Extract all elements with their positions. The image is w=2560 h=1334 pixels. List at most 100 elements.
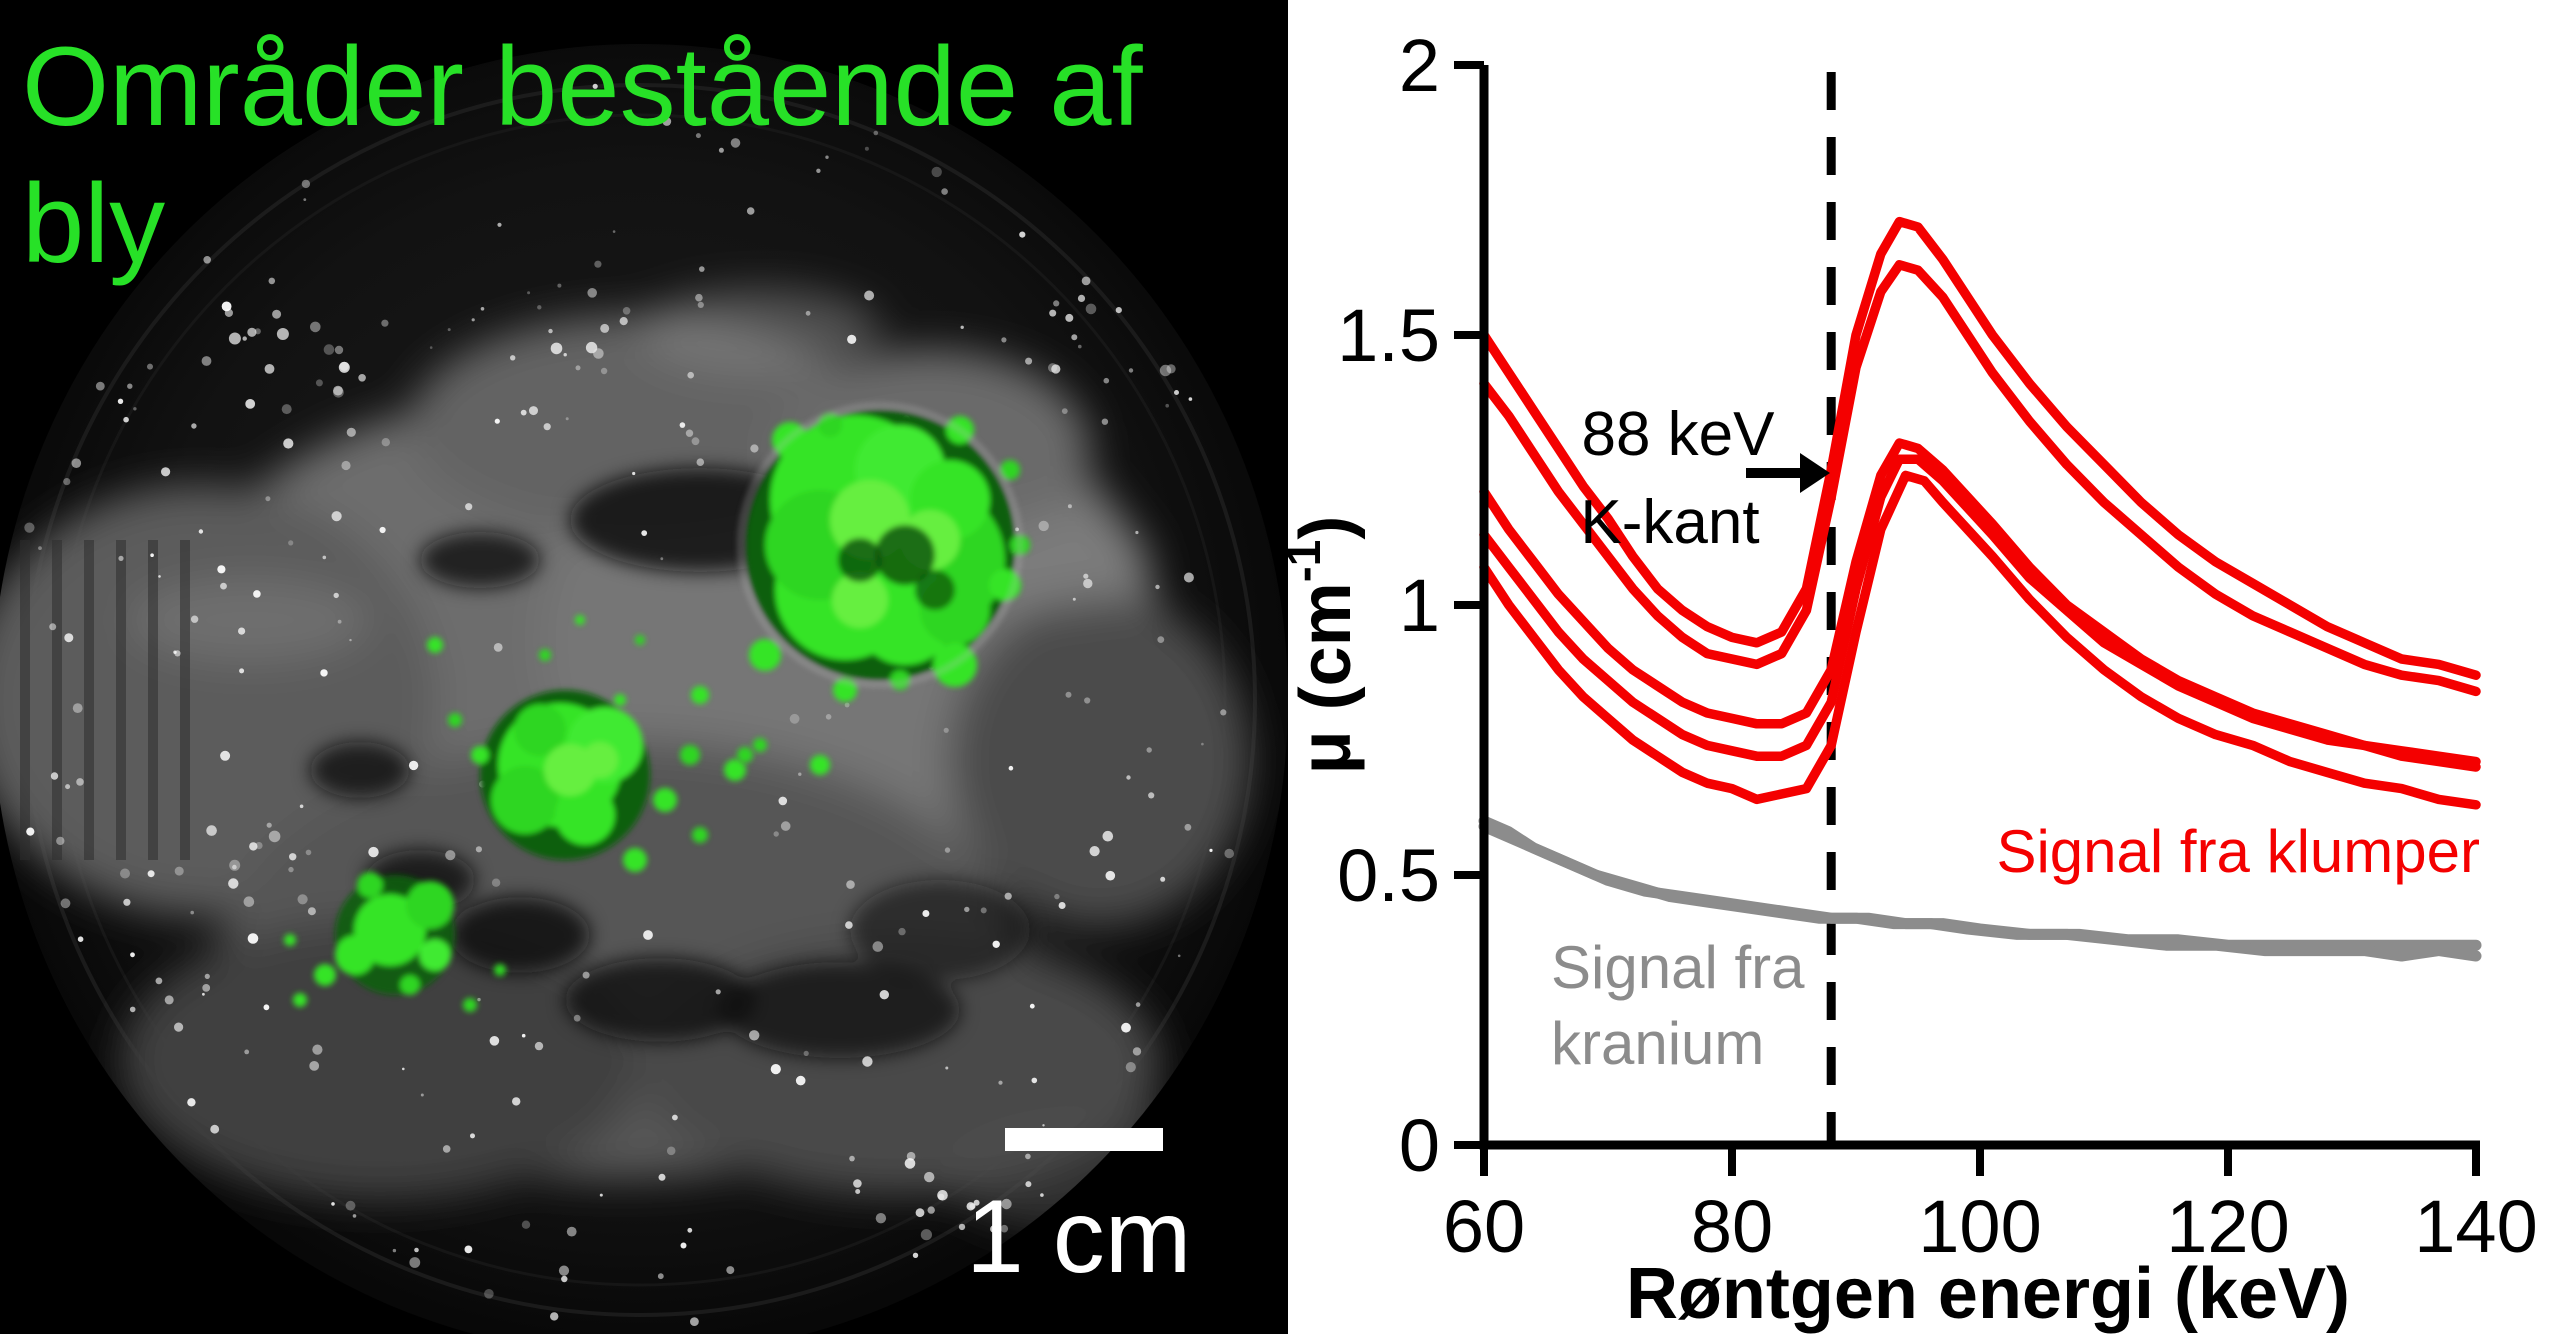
ct-speckle [529,406,538,416]
ct-speckle [1128,368,1134,373]
ct-speckle [198,529,204,534]
ct-speckle [445,850,456,861]
ct-speckle [958,1223,966,1231]
ct-speckle [816,168,821,173]
vertebra-ring [116,540,126,860]
ct-speckle [875,1213,887,1224]
ct-speckle [550,342,563,355]
ct-speckle [1084,697,1091,704]
curve-klump-4 [1479,454,2481,772]
ct-speckle [565,417,569,421]
ct-speckle [1078,344,1082,349]
ct-speckle [210,1124,220,1134]
ct-speckle [190,910,194,915]
chart-panel: 60 80 100 120 140 0 0.5 1 1.5 2 Røntgen energi (… [1288,0,2560,1334]
curve-klump-2 [1479,260,2481,697]
ct-speckle [381,319,389,327]
ct-speckle [696,458,705,467]
ct-speckle [1220,709,1227,716]
curve-klump-5 [1479,470,2481,810]
ct-speckle [238,627,246,635]
ct-speckle [333,386,344,398]
ct-speckle [129,1006,136,1013]
ct-speckle-noise [20,83,1234,1326]
ct-speckle [283,438,294,449]
ct-speckle [512,1097,521,1106]
ct-speckle [1065,691,1072,698]
ct-speckle [220,750,231,761]
ct-speckle [497,222,502,227]
ct-speckle [1184,823,1192,831]
curve-klump-3 [1479,438,2481,767]
ct-speckle [1188,397,1193,401]
ct-speckle [563,353,567,357]
ct-speckle [447,328,451,332]
ct-speckle [147,870,155,878]
ct-speckle [173,650,177,654]
ct-speckle [778,796,788,806]
ct-speckle [123,416,129,423]
ct-speckle [368,846,379,858]
ct-speckle [864,290,875,301]
ct-speckle [76,778,84,786]
ct-speckle [600,323,610,333]
ct-speckle [718,147,724,153]
ct-speckle [927,1206,935,1214]
ct-speckle [334,345,344,355]
ct-speckle [345,1200,356,1211]
ct-speckle [862,1056,873,1067]
ct-speckle [228,878,239,889]
ct-speckle [480,307,485,311]
panel-title: Områder bestående af bly [22,18,1143,292]
ct-speckle [150,553,154,557]
y-tick-label: 0.5 [1337,834,1440,917]
ct-speckle [658,1173,666,1181]
ct-speckle [582,971,590,979]
ct-speckle [38,546,42,550]
ct-speckle [191,423,197,429]
gray-series-label-line1: Signal fra [1551,934,1805,1001]
ct-speckle [491,878,501,887]
ct-speckle [1083,573,1089,579]
ct-speckle [1146,747,1152,753]
ct-speckle [643,930,653,940]
ct-speckle [331,511,342,522]
ct-speckle [174,866,184,876]
ct-speckle [726,1266,735,1275]
ct-speckle [990,1225,998,1233]
x-tick-label: 80 [1691,1185,1773,1268]
ct-speckle [1209,848,1213,853]
ct-speckle [161,467,171,477]
ct-speckle [557,283,562,288]
ct-speckle [687,1227,693,1233]
panel-title-line1: Områder bestående af [22,24,1143,149]
ct-speckle [281,404,292,415]
scale-bar [1005,1128,1163,1151]
lead-region-medium [448,690,767,872]
ct-speckle [1125,1062,1136,1073]
ct-speckle [1121,1022,1131,1033]
ct-speckle [690,1317,699,1326]
vertebra-ring [148,540,158,860]
ct-speckle [1025,1181,1032,1188]
y-axis-title-sup: -1 [1288,540,1331,583]
vertebra-ring [180,540,190,860]
ct-speckle [229,859,241,871]
ct-speckle [846,880,855,889]
ct-speckle [697,301,704,308]
ct-speckle [510,355,516,361]
ct-speckle [1101,418,1109,425]
ct-speckle [1008,765,1014,771]
vertebra-ring [84,540,94,860]
ct-speckle [1025,1153,1031,1160]
ct-speckle [341,460,351,471]
y-ticks-group: 0 0.5 1 1.5 2 [1337,24,1484,1187]
ct-speckle [1053,300,1060,307]
gray-series-label-line2: kranium [1551,1010,1764,1077]
ct-speckle [130,952,135,958]
ct-speckle [575,365,581,371]
ct-speckle [1048,363,1058,373]
ct-speckle [561,1275,568,1283]
ct-speckle [1029,1003,1035,1009]
